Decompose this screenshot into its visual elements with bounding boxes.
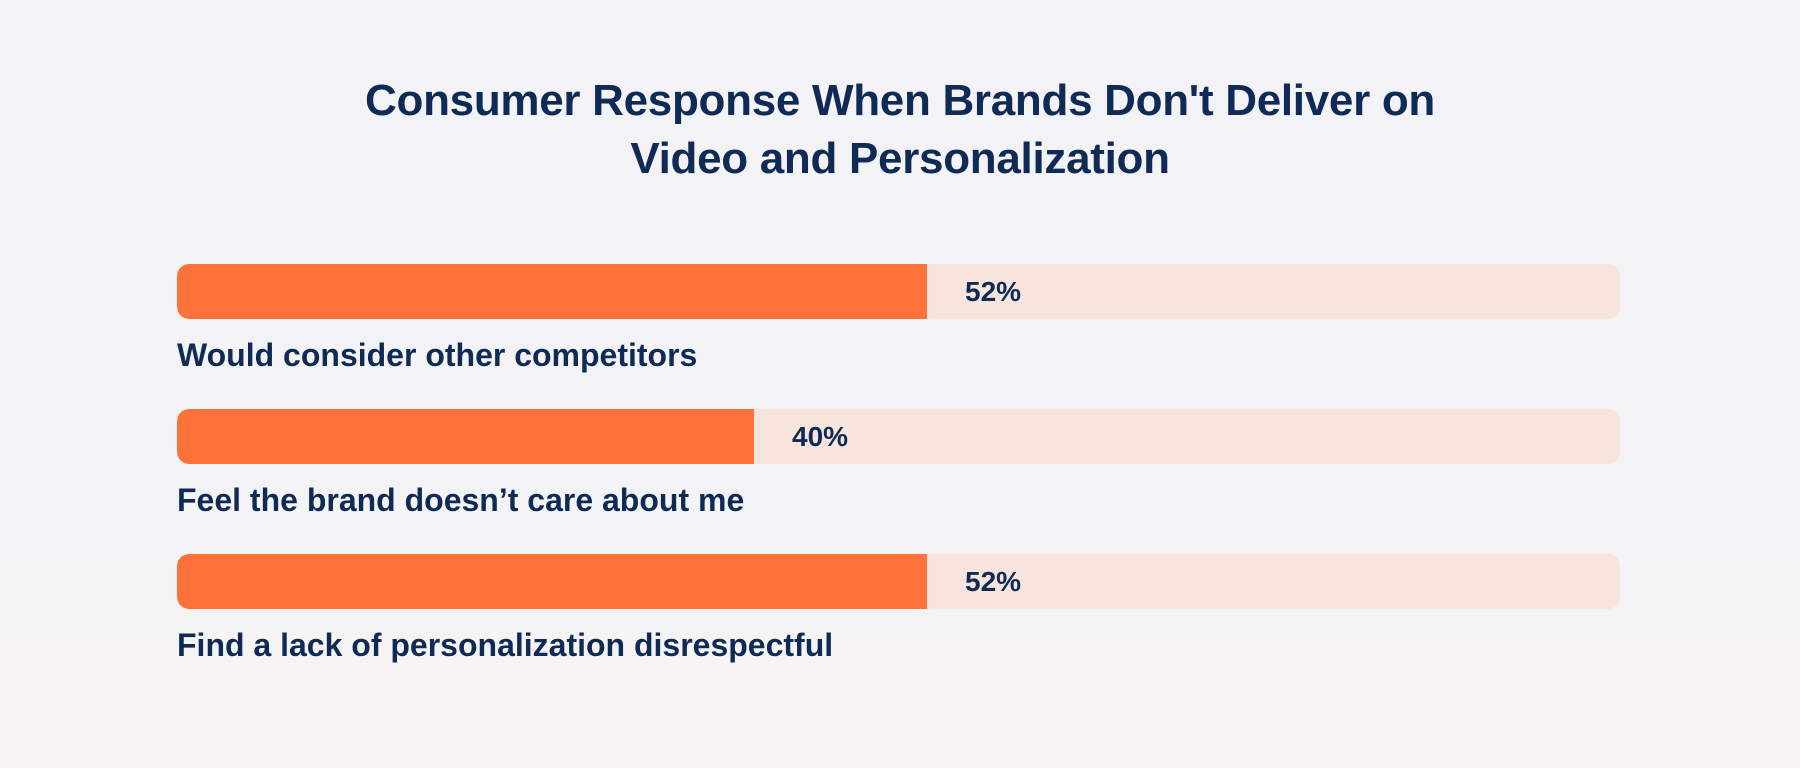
bar-category-label: Would consider other competitors — [177, 337, 698, 373]
bar-value-label: 40% — [792, 421, 849, 452]
bar-value-label: 52% — [965, 566, 1022, 597]
bar-track: 52% — [177, 554, 1620, 609]
bar-row: 40% Feel the brand doesn’t care about me — [177, 409, 1620, 519]
bar-category-label: Find a lack of personalization disrespec… — [177, 627, 834, 663]
bar-category-label: Feel the brand doesn’t care about me — [177, 482, 745, 518]
chart-title: Consumer Response When Brands Don't Deli… — [0, 72, 1800, 188]
bar-row: 52% Would consider other competitors — [177, 264, 1620, 374]
bar-fill — [177, 554, 927, 609]
bar-fill — [177, 264, 927, 319]
bar-track: 40% — [177, 409, 1620, 464]
bar-value-label: 52% — [965, 276, 1022, 307]
chart-title-line-1: Consumer Response When Brands Don't Deli… — [365, 76, 1435, 125]
bar-row: 52% Find a lack of personalization disre… — [177, 554, 1620, 664]
chart-title-line-2: Video and Personalization — [630, 134, 1170, 183]
bar-fill — [177, 409, 754, 464]
bar-track: 52% — [177, 264, 1620, 319]
